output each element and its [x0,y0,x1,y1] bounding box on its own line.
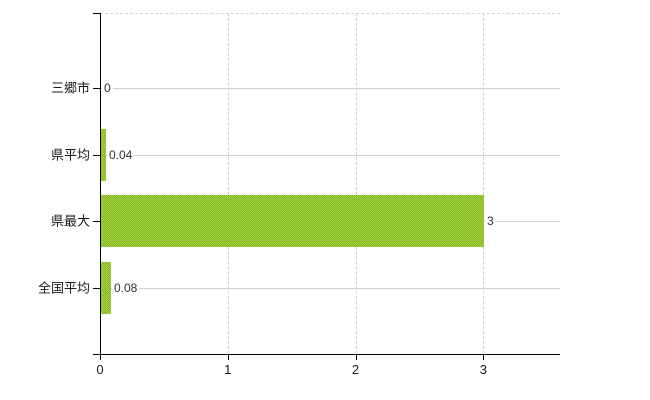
x-axis-tick [483,354,485,360]
y-axis-tick [93,287,100,289]
y-axis-tick [93,154,100,156]
bar-1 [101,128,106,181]
y-axis-tick [93,221,100,222]
x-axis-tick [227,354,229,360]
value-label: 0 [102,81,113,95]
bar-3 [101,261,111,314]
horizontal-gridline [100,287,560,289]
category-label: 三郷市 [50,80,90,96]
vertical-gridline [227,13,229,354]
vertical-gridline [483,13,485,354]
horizontal-gridline [100,88,560,89]
bar-2 [101,195,484,247]
x-tick-label: 3 [479,362,487,377]
x-tick-label: 2 [351,362,360,377]
y-axis-tick [93,88,100,89]
value-label: 3 [485,214,496,228]
x-axis-tick [355,354,357,360]
vertical-gridline [355,13,357,354]
category-label: 全国平均 [37,280,90,295]
y-axis-tick [93,13,100,14]
x-axis-line [93,354,560,355]
category-label: 県最大 [50,213,90,229]
x-tick-label: 0 [96,362,104,377]
value-label: 0.04 [107,147,135,162]
category-label: 県平均 [50,147,90,162]
x-tick-label: 1 [224,362,232,377]
y-axis-line [100,13,101,360]
horizontal-gridline [100,154,560,156]
value-label: 0.08 [112,280,140,295]
plot-top-border [100,13,560,14]
